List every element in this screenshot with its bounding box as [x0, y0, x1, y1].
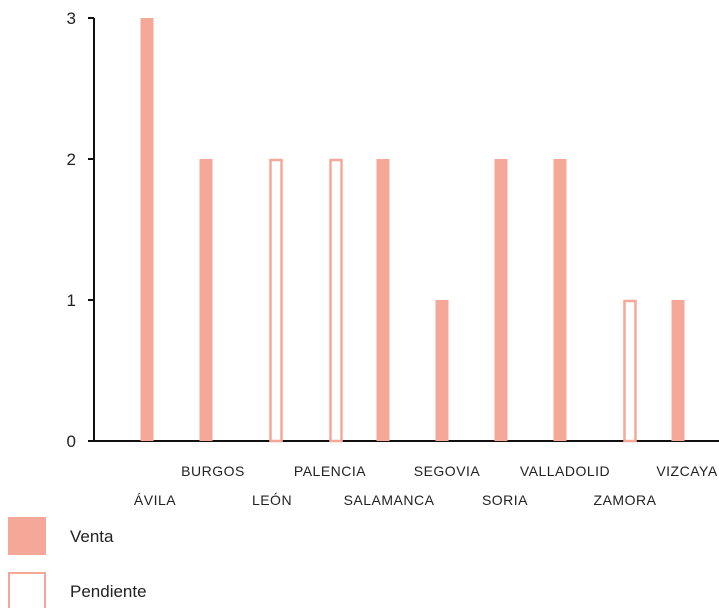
y-axis-ticks: 0 1 2 3	[67, 9, 94, 451]
x-tick-label: LEÓN	[252, 492, 292, 508]
x-tick-label: ÁVILA	[134, 492, 176, 508]
x-tick-label: VIZCAYA	[656, 463, 717, 479]
bar-venta-6	[494, 159, 508, 441]
bar-venta-7	[553, 159, 567, 441]
y-tick-label: 3	[67, 9, 76, 28]
x-tick-label: SORIA	[482, 492, 528, 508]
bar-venta-4	[376, 159, 390, 441]
bar-pendiente-3	[329, 158, 343, 443]
bar-venta-9	[671, 300, 685, 441]
bar-venta-5	[435, 300, 449, 441]
chart-axes	[93, 18, 719, 442]
y-tick-label: 1	[67, 291, 76, 310]
x-tick-label: SEGOVIA	[414, 463, 481, 479]
legend: Venta Pendiente	[8, 517, 147, 608]
x-tick-label: SALAMANCA	[344, 492, 435, 508]
x-tick-label: VALLADOLID	[520, 463, 610, 479]
legend-swatch-pendiente	[8, 572, 46, 608]
bar-pendiente-8	[623, 299, 637, 443]
bar-venta-1	[199, 159, 213, 441]
x-tick-label: ZAMORA	[594, 492, 657, 508]
bar-pendiente-2	[269, 158, 283, 443]
x-tick-label: BURGOS	[181, 463, 245, 479]
y-tick-label: 2	[67, 150, 76, 169]
legend-label-venta: Venta	[70, 527, 114, 546]
legend-swatch-venta	[8, 517, 46, 555]
y-tick-label: 0	[67, 432, 76, 451]
bars	[140, 18, 685, 443]
x-tick-label: PALENCIA	[294, 463, 366, 479]
bar-venta-0	[140, 18, 154, 441]
legend-label-pendiente: Pendiente	[70, 582, 147, 601]
